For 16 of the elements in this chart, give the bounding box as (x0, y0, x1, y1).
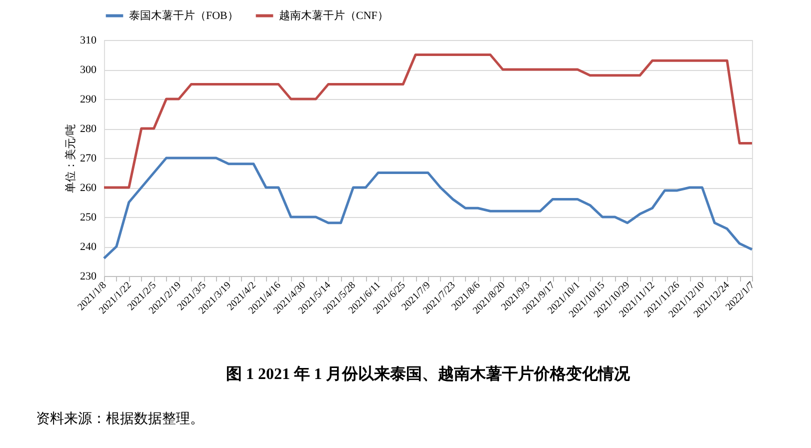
legend-label: 越南木薯干片（CNF） (279, 8, 388, 22)
legend-label: 泰国木薯干片（FOB） (129, 8, 238, 22)
y-tick-label: 310 (80, 34, 97, 46)
y-tick-label: 290 (80, 94, 97, 106)
y-tick-label: 250 (80, 212, 97, 224)
line-series (102, 156, 754, 260)
y-tick-label: 230 (80, 270, 97, 282)
text: 资料来源：根据数据整理。 (36, 411, 204, 427)
y-tick-label: 260 (80, 182, 97, 194)
y-axis-title: 单位：美元/吨 (64, 124, 77, 194)
line-series (102, 54, 754, 189)
y-tick-label: 240 (80, 241, 97, 253)
y-tick-label: 280 (80, 123, 97, 135)
text: 图 1 2021 年 1 月份以来泰国、越南木薯干片价格变化情况 (226, 365, 631, 383)
y-tick-label: 270 (80, 152, 97, 164)
y-tick-label: 300 (80, 64, 97, 76)
